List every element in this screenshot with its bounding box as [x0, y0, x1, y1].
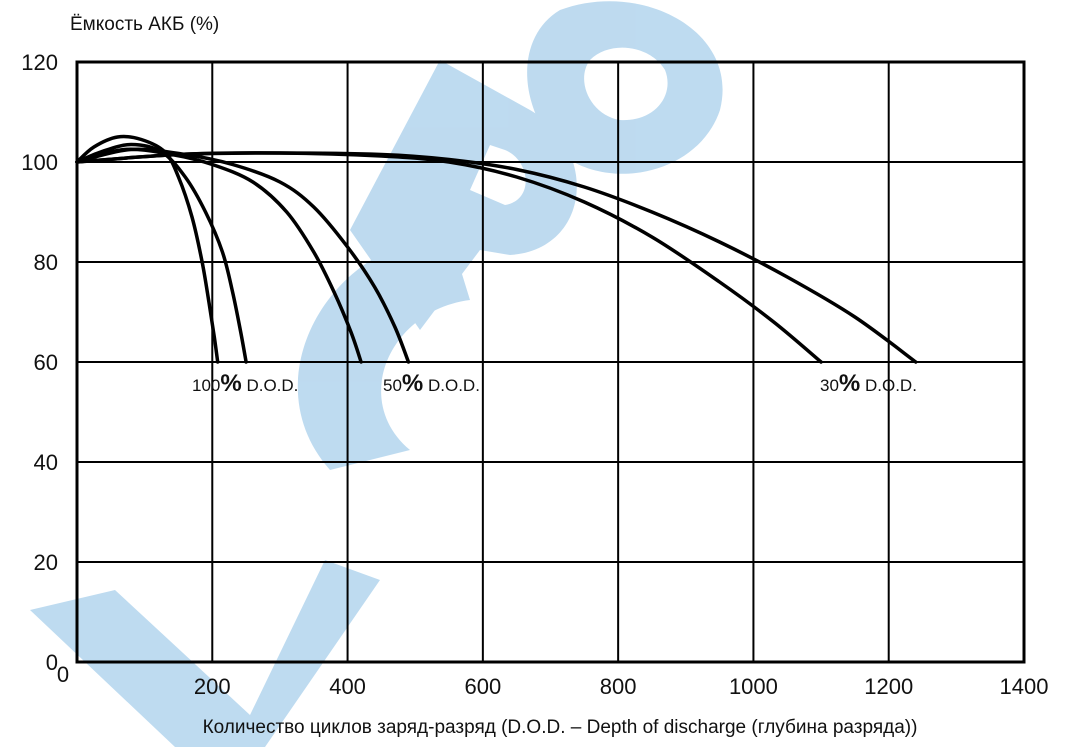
series-label-percent: % — [220, 370, 241, 397]
series-curves — [75, 134, 918, 364]
y-axis-title: Ёмкость АКБ (%) — [70, 14, 219, 35]
plot-frame — [75, 60, 1026, 664]
x-tick-label: 1200 — [864, 674, 913, 699]
x-tick-label: 800 — [600, 674, 637, 699]
series-line — [75, 134, 220, 364]
x-tick-label: 600 — [464, 674, 501, 699]
x-tick-label: 400 — [329, 674, 366, 699]
series-label-number: 50 — [383, 376, 402, 395]
x-tick-label: 1000 — [729, 674, 778, 699]
series-label-dod: D.O.D. — [860, 376, 917, 395]
y-tick-label: 60 — [34, 350, 58, 375]
y-tick-label: 80 — [34, 250, 58, 275]
grid — [75, 60, 1026, 664]
series-label-number: 100 — [192, 376, 220, 395]
watermark-letter-v — [30, 560, 380, 747]
x-tick-label: 200 — [194, 674, 231, 699]
series-label-number: 30 — [820, 376, 839, 395]
y-tick-label: 20 — [34, 550, 58, 575]
series-line — [75, 142, 248, 364]
y-tick-label: 40 — [34, 450, 58, 475]
y-tick-label: 120 — [21, 50, 58, 75]
series-label: 30% D.O.D. — [820, 370, 917, 397]
series-line — [75, 147, 411, 364]
series-label-percent: % — [402, 370, 423, 397]
x-tick-label: 1400 — [1000, 674, 1049, 699]
series-line — [75, 151, 918, 364]
series-label-percent: % — [839, 370, 860, 397]
x-axis-title: Количество циклов заряд-разряд (D.O.D. –… — [203, 717, 918, 738]
x-tick-label: 0 — [57, 662, 69, 687]
y-tick-labels: 0 20 40 60 80 100 120 — [21, 50, 58, 675]
series-label-dod: D.O.D. — [423, 376, 480, 395]
series-label-dod: D.O.D. — [242, 376, 299, 395]
series-labels: 100% D.O.D. 50% D.O.D. 30% D.O.D. — [192, 370, 917, 397]
watermark-letter-o — [527, 1, 723, 174]
y-tick-label: 0 — [46, 650, 58, 675]
x-tick-labels: 0 200 400 600 800 1000 1200 1400 — [57, 662, 1049, 699]
series-label: 100% D.O.D. — [192, 370, 298, 397]
series-label: 50% D.O.D. — [383, 370, 480, 397]
y-tick-label: 100 — [21, 150, 58, 175]
